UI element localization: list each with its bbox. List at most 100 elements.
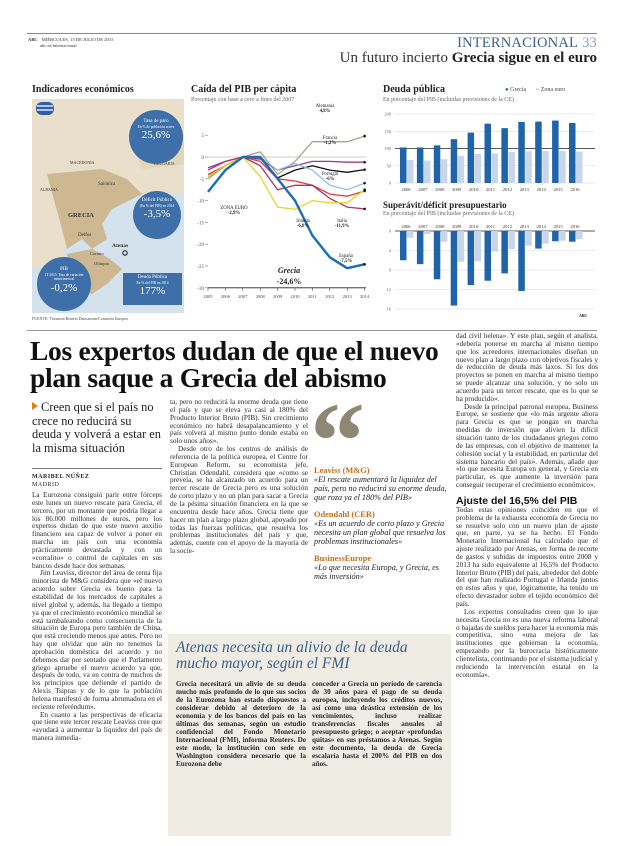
paragraph: Desde otro de los centros de análisis de…: [170, 445, 308, 556]
end-point: [363, 188, 366, 191]
article-column-1: La Eurozona consiguió parir entre fórcep…: [32, 491, 162, 743]
series-label: Italia: [337, 219, 348, 224]
bar-grecia: [467, 132, 475, 183]
header-rule: [27, 33, 597, 34]
quote-source: Odendahl (CER): [314, 510, 375, 519]
bubble-note: 1T 2015. Tasa de variación intertrimestr…: [44, 273, 84, 282]
series-value-label: -11,9%: [335, 224, 350, 229]
y-tick-label: 0: [389, 181, 392, 186]
section-url[interactable]: abc.es/internacional: [40, 42, 77, 48]
author: MARIBEL NÚÑEZ: [32, 474, 90, 480]
bar-grecia: [433, 145, 441, 183]
bubble-gdp: [37, 257, 91, 311]
map-title: Indicadores económicos: [32, 84, 134, 95]
sidebar-box: Atenas necesita un alivio de la deuda mu…: [168, 634, 451, 836]
bar-zona-euro: [423, 231, 431, 234]
section-kicker: Un futuro incierto Grecia sigue en el eu…: [340, 50, 597, 67]
x-tick-label: 2011: [486, 187, 496, 192]
bubble-value: 177%: [139, 285, 166, 298]
x-tick-label: 2016: [570, 224, 580, 229]
bar-grecia: [484, 231, 491, 281]
series-label: Alemania: [316, 104, 336, 109]
legend-dot-icon: ●: [535, 87, 540, 93]
x-tick-label: 2006: [401, 187, 411, 192]
bar-zona-euro: [491, 153, 498, 183]
byline: MARIBEL NÚÑEZ MADRID: [32, 473, 89, 489]
bubble-title: Déficit Público: [141, 198, 173, 203]
end-point: [363, 207, 366, 211]
bar-zona-euro: [407, 159, 414, 183]
quote-marks-icon: [314, 400, 384, 458]
label-grecia: GRECIA: [68, 212, 94, 219]
arrow-bullet-icon: [32, 402, 38, 410]
bar-zona-euro: [576, 231, 583, 240]
paragraph: Jim Leaviss, director del área de renta …: [32, 569, 162, 711]
date: MIÉRCOLES, 15 DE JULIO DE 2015: [41, 37, 114, 42]
series-label: Francia: [323, 136, 338, 141]
bar-grecia: [450, 139, 458, 183]
series-label: Irlanda: [296, 219, 310, 224]
x-tick-label: 2015: [554, 187, 564, 192]
gdp-chart-subtitle: Porcentaje con base a cero a fines del 2…: [191, 97, 295, 103]
end-point: [363, 181, 366, 185]
x-tick-label: 2006: [401, 224, 411, 229]
debt-chart-legend: ● Grecia ● Zona euro: [505, 87, 565, 93]
bubble-unemployment-text: Tasa de paro En % de población activa 25…: [134, 119, 178, 141]
series-line-francia: [207, 156, 365, 171]
bubble-unemployment: [129, 110, 183, 164]
box-public-debt-text: Deuda Pública En % del PIB en 2014 177%: [124, 275, 181, 297]
bar-grecia: [416, 231, 424, 265]
paragraph: En cuanto a las perspectivas de eficacia…: [32, 710, 162, 743]
bar-zona-euro: [559, 231, 566, 241]
x-tick-label: 2008: [435, 224, 445, 229]
deck-text: Creen que si el país no crece no reducir…: [32, 400, 162, 455]
y-tick-label: 8: [389, 268, 392, 273]
x-tick-label: 2008: [435, 187, 445, 192]
end-point: [363, 168, 366, 171]
section-name: INTERNACIONAL: [457, 35, 579, 51]
x-tick-label: 2012: [503, 187, 513, 192]
bubble-value: -3,5%: [143, 208, 171, 221]
athens-marker-icon: [122, 250, 128, 256]
map-bubble-texts: Tasa de paro En % de población activa 25…: [32, 99, 184, 313]
y-tick-label: 5: [202, 134, 205, 139]
paragraph: Desde la principal patronal europea, Bus…: [456, 402, 598, 490]
bubble-value: 25,6%: [141, 129, 171, 142]
bubble-deficit-text: Déficit Público (En % del PIB) en 2014 -…: [137, 198, 177, 220]
paragraph: Los expertos consultados creen que lo qu…: [456, 607, 598, 679]
legend-zona-euro: Zona euro: [540, 87, 566, 93]
end-point: [363, 160, 366, 164]
bar-zona-euro: [440, 231, 448, 242]
bubble-title: PIB: [60, 267, 68, 272]
end-point: [363, 134, 366, 138]
bar-zona-euro: [542, 150, 549, 183]
label-atenas: Atenas: [112, 243, 128, 249]
bar-zona-euro: [559, 150, 566, 183]
deck: Creen que si el país no crece no reducir…: [32, 400, 164, 455]
bar-grecia: [416, 147, 424, 183]
y-tick-label: -25: [197, 265, 204, 270]
bar-grecia: [484, 123, 491, 183]
series-line-españa: [207, 156, 365, 210]
y-tick-label: 12: [387, 287, 391, 292]
bar-zona-euro: [576, 151, 583, 183]
y-tick-label: 0: [389, 229, 392, 234]
label-olimpia: Olimpia: [94, 261, 109, 266]
article-column-4: dad civil helena». Y este plan, según el…: [456, 332, 598, 679]
x-tick-label: 2010: [290, 294, 300, 299]
bar-zona-euro: [525, 151, 532, 183]
x-tick-label: 2012: [503, 224, 513, 229]
y-tick-label: -10: [197, 200, 204, 205]
bubble-value: -0,2%: [50, 281, 78, 294]
label-corinto: Corinto: [90, 251, 105, 256]
y-tick-label: -20: [197, 243, 204, 248]
x-tick-label: 2007: [238, 294, 248, 299]
chart-credit: ABC: [579, 313, 588, 318]
map-source: FUENTE: Thomson Reuters Datastream/Comis…: [32, 316, 128, 321]
y-tick-label: 150: [384, 129, 391, 134]
bar-zona-euro: [491, 231, 498, 252]
bar-grecia: [433, 231, 441, 280]
bar-zona-euro: [542, 231, 549, 244]
x-tick-label: 2007: [418, 187, 428, 192]
label-macedonia: MACEDONIA: [70, 160, 95, 165]
